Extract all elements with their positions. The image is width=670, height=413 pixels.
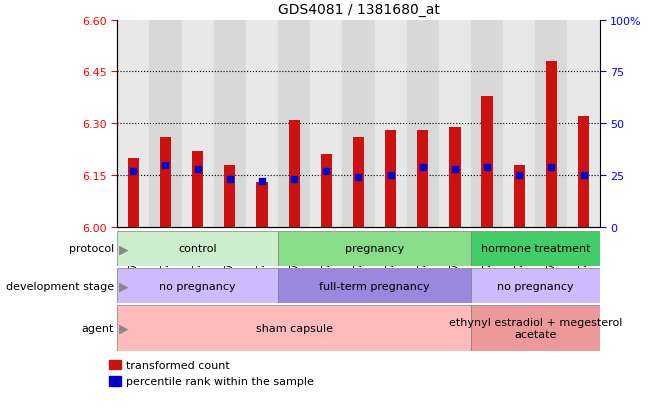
- Bar: [278, 268, 471, 304]
- Bar: [117, 306, 471, 351]
- Text: development stage: development stage: [6, 281, 114, 291]
- Bar: [109, 360, 121, 369]
- Bar: [310, 21, 342, 227]
- Bar: [471, 268, 600, 304]
- Bar: [482, 96, 492, 227]
- Text: ▶: ▶: [119, 322, 128, 335]
- Point: [417, 164, 428, 171]
- Text: hormone treatment: hormone treatment: [480, 244, 590, 254]
- Text: ethynyl estradiol + megesterol
acetate: ethynyl estradiol + megesterol acetate: [449, 318, 622, 339]
- Bar: [192, 152, 203, 227]
- Bar: [182, 21, 214, 227]
- Bar: [567, 21, 600, 227]
- Bar: [278, 21, 310, 227]
- Bar: [321, 155, 332, 227]
- Bar: [535, 21, 567, 227]
- Bar: [278, 231, 471, 266]
- Text: percentile rank within the sample: percentile rank within the sample: [126, 376, 314, 387]
- Bar: [353, 138, 364, 227]
- Bar: [214, 21, 246, 227]
- Text: protocol: protocol: [68, 244, 114, 254]
- Point: [546, 164, 557, 171]
- Point: [385, 172, 396, 179]
- Point: [289, 176, 299, 183]
- Bar: [224, 165, 235, 227]
- Text: transformed count: transformed count: [126, 360, 230, 370]
- Point: [482, 164, 492, 171]
- Point: [514, 172, 525, 179]
- Bar: [375, 21, 407, 227]
- Bar: [407, 21, 439, 227]
- Text: no pregnancy: no pregnancy: [159, 281, 236, 291]
- Bar: [471, 306, 600, 351]
- Point: [160, 162, 171, 169]
- Point: [578, 172, 589, 179]
- Point: [128, 168, 139, 175]
- Point: [321, 168, 332, 175]
- Bar: [417, 131, 428, 227]
- Title: GDS4081 / 1381680_at: GDS4081 / 1381680_at: [277, 3, 440, 17]
- Text: pregnancy: pregnancy: [345, 244, 404, 254]
- Point: [353, 174, 364, 181]
- Bar: [257, 183, 267, 227]
- Bar: [117, 231, 278, 266]
- Bar: [514, 165, 525, 227]
- Text: control: control: [178, 244, 217, 254]
- Bar: [342, 21, 375, 227]
- Bar: [471, 21, 503, 227]
- Text: full-term pregnancy: full-term pregnancy: [319, 281, 430, 291]
- Bar: [117, 268, 278, 304]
- Point: [192, 166, 203, 173]
- Text: ▶: ▶: [119, 280, 128, 292]
- Text: agent: agent: [82, 323, 114, 333]
- Bar: [503, 21, 535, 227]
- Bar: [246, 21, 278, 227]
- Point: [450, 166, 460, 173]
- Text: ▶: ▶: [119, 242, 128, 255]
- Bar: [471, 231, 600, 266]
- Point: [224, 176, 235, 183]
- Bar: [385, 131, 396, 227]
- Bar: [578, 117, 589, 227]
- Bar: [289, 121, 299, 227]
- Point: [257, 178, 267, 185]
- Bar: [149, 21, 182, 227]
- Bar: [160, 138, 171, 227]
- Bar: [546, 62, 557, 227]
- Bar: [117, 21, 149, 227]
- Text: sham capsule: sham capsule: [256, 323, 332, 333]
- Text: no pregnancy: no pregnancy: [497, 281, 574, 291]
- Bar: [439, 21, 471, 227]
- Bar: [128, 158, 139, 227]
- Bar: [450, 127, 460, 227]
- Bar: [109, 377, 121, 386]
